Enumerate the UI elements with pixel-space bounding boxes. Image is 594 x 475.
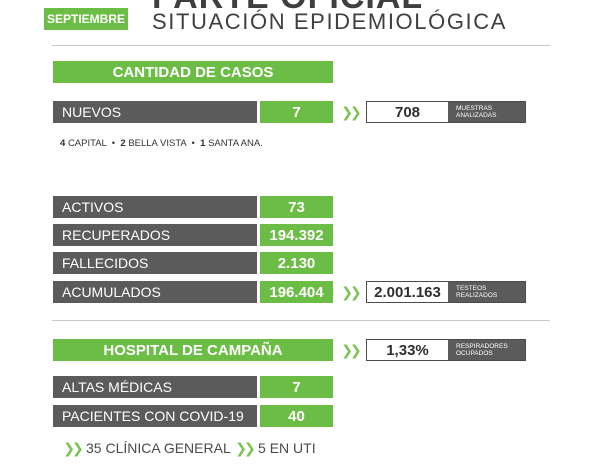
respirators-caption: RESPIRADORES OCUPADOS [448, 340, 525, 360]
breakdown-count: 4 [60, 138, 66, 149]
double-chevron-right-icon: ❯❯ [341, 103, 361, 120]
new-cases-breakdown: 4 CAPITAL • 2 BELLA VISTA • 1 SANTA ANA. [60, 138, 263, 149]
tests-caption: TESTEOS REALIZADOS [448, 282, 525, 302]
respirators-box: 1,33% RESPIRADORES OCUPADOS [366, 339, 526, 361]
row-value-recuperados: 194.392 [260, 224, 333, 246]
tests-box: 2.001.163 TESTEOS REALIZADOS [366, 281, 526, 303]
month-label: SEPTIEMBRE [46, 12, 125, 26]
samples-caption-line2: ANALIZADAS [456, 112, 497, 119]
breakdown-count: 1 [200, 138, 206, 149]
uti-count: 5 [258, 440, 266, 456]
respirators-value: 1,33% [367, 340, 448, 360]
row-label-nuevos: NUEVOS [53, 101, 257, 123]
row-label-fallecidos: FALLECIDOS [53, 252, 257, 274]
respirators-caption-line2: OCUPADOS [456, 350, 493, 357]
tests-value: 2.001.163 [367, 282, 448, 302]
breakdown-count: 2 [120, 138, 126, 149]
row-value-activos: 73 [260, 196, 333, 218]
tests-caption-line2: REALIZADOS [456, 292, 498, 299]
breakdown-place: BELLA VISTA [128, 138, 187, 149]
double-chevron-right-icon: ❯❯ [235, 439, 255, 456]
samples-box: 708 MUESTRAS ANALIZADAS [366, 101, 526, 123]
clinica-general-item: ❯❯ 35 CLÍNICA GENERAL [63, 439, 231, 457]
double-chevron-right-icon: ❯❯ [63, 439, 83, 456]
row-label-altas: ALTAS MÉDICAS [53, 376, 257, 398]
row-label-activos: ACTIVOS [53, 196, 257, 218]
page-title: PARTE OFICIAL [152, 0, 423, 17]
respirators-caption-line1: RESPIRADORES [456, 343, 508, 350]
samples-caption: MUESTRAS ANALIZADAS [448, 102, 525, 122]
double-chevron-right-icon: ❯❯ [341, 283, 361, 300]
section-title: CANTIDAD DE CASOS [112, 63, 274, 81]
samples-caption-line1: MUESTRAS [456, 105, 493, 112]
tests-caption-line1: TESTEOS [456, 285, 487, 292]
row-value-nuevos: 7 [260, 101, 333, 123]
row-label-pacientes: PACIENTES CON COVID-19 [53, 405, 257, 427]
section-header-hospital: HOSPITAL DE CAMPAÑA [53, 339, 333, 361]
row-value-pacientes: 40 [260, 405, 333, 427]
row-value-fallecidos: 2.130 [260, 252, 333, 274]
section-header-cases: CANTIDAD DE CASOS [53, 61, 333, 83]
uti-item: ❯❯ 5 EN UTI [235, 439, 316, 457]
double-chevron-right-icon: ❯❯ [341, 341, 361, 358]
section-title: HOSPITAL DE CAMPAÑA [103, 341, 283, 359]
uti-label: EN UTI [269, 440, 316, 456]
row-value-altas: 7 [260, 376, 333, 398]
breakdown-place: CAPITAL [67, 138, 107, 149]
clinica-label: CLÍNICA GENERAL [105, 440, 231, 456]
breakdown-place: SANTA ANA. [208, 138, 263, 149]
divider [52, 320, 550, 321]
row-label-recuperados: RECUPERADOS [53, 224, 257, 246]
samples-value: 708 [367, 102, 448, 122]
month-badge: SEPTIEMBRE [44, 4, 128, 30]
divider [52, 45, 550, 46]
clinica-count: 35 [86, 440, 102, 456]
row-value-acumulados: 196.404 [260, 281, 333, 303]
row-label-acumulados: ACUMULADOS [53, 281, 257, 303]
page-subtitle: SITUACIÓN EPIDEMIOLÓGICA [152, 9, 508, 34]
